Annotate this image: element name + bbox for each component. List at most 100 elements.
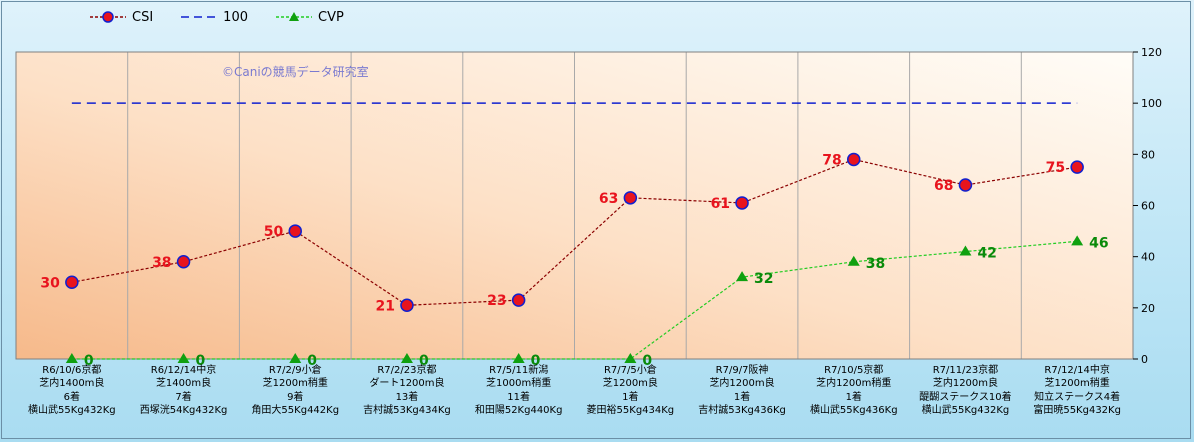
csi-data-label: 78	[822, 152, 841, 168]
cvp-point	[1071, 235, 1084, 246]
csi-point	[176, 255, 191, 269]
x-tick-label-line: 横山武55Kg436Kg	[809, 405, 898, 417]
cvp-data-label: 32	[754, 271, 773, 287]
x-tick-label: R6/10/6京都 芝内1400m良 6着横山武55Kg432Kg	[16, 364, 128, 418]
x-tick-label: R7/2/9小倉 芝1200m稍重 9着 角田大55Kg442Kg	[239, 364, 351, 418]
x-tick-label-line: 13着	[395, 391, 419, 403]
legend-csi-label: CSI	[132, 9, 154, 25]
csi-data-label: 50	[264, 224, 284, 240]
x-tick-label-line: R7/11/23京都	[932, 365, 999, 376]
legend-cvp-swatch	[276, 12, 312, 21]
csi-data-label: 63	[599, 191, 618, 207]
legend: CSI 100 CVP	[88, 6, 370, 28]
x-tick-label-line: 角田大55Kg442Kg	[251, 405, 340, 417]
x-tick-label-line: R7/2/9小倉	[268, 365, 322, 376]
cvp-point	[624, 353, 637, 363]
legend-csi-swatch	[90, 11, 126, 23]
x-tick-label-line: 西塚洸54Kg432Kg	[139, 405, 228, 417]
csi-point	[735, 196, 749, 210]
x-tick-label-line: 芝内1200m稍重	[816, 378, 892, 390]
cvp-point	[400, 353, 413, 363]
x-tick-label-line: 11着	[507, 391, 530, 403]
cvp-data-label: 0	[196, 353, 206, 369]
x-tick-label-line: R7/10/5京都	[824, 365, 884, 376]
csi-point	[288, 224, 302, 238]
csi-data-label: 68	[934, 178, 953, 194]
x-tick-label: R7/11/23京都 芝内1200m良 醍醐ステークス10着 横山武55Kg432Kg	[909, 364, 1021, 418]
cvp-point	[177, 353, 190, 363]
y-tick-label: 80	[1141, 148, 1155, 161]
x-tick-label-line: 1着	[845, 391, 862, 403]
x-tick-label-line: 芝1200m稍重	[1044, 378, 1110, 390]
x-tick-label-line: 吉村誠53Kg436Kg	[698, 405, 786, 417]
x-tick-label-line: 菱田裕55Kg434Kg	[586, 405, 675, 417]
csi-point	[1070, 160, 1084, 174]
watermark-text: ©Caniの競馬データ研究室	[222, 64, 369, 79]
x-tick-label: R6/12/14中京 芝1400m良 7着 西塚洸54Kg432Kg	[128, 364, 240, 418]
x-tick-label-line: 富田暁55Kg432Kg	[1033, 405, 1121, 417]
legend-100-label: 100	[223, 9, 248, 25]
y-tick-label: 120	[1141, 46, 1162, 59]
x-tick-label-line: R7/12/14中京	[1044, 365, 1110, 376]
x-tick-label-line: 芝内1200m良	[709, 378, 775, 390]
x-tick-label-line: 和田陽52Kg440Kg	[474, 405, 563, 417]
x-tick-label-line: 芝1000m稍重	[486, 378, 552, 390]
cvp-data-label: 0	[642, 353, 652, 369]
cvp-point	[847, 255, 860, 266]
csi-data-label: 38	[152, 255, 171, 271]
csi-point	[623, 191, 638, 205]
y-tick-label: 0	[1141, 353, 1148, 366]
csi-point	[958, 178, 973, 192]
legend-item-100: 100	[179, 10, 248, 25]
cvp-series-line	[71, 240, 1078, 360]
csi-data-label: 61	[711, 196, 730, 212]
y-tick-label: 40	[1141, 251, 1155, 264]
legend-cvp-label: CVP	[318, 9, 344, 25]
cvp-point	[289, 353, 302, 363]
cvp-data-label: 0	[419, 353, 429, 369]
cvp-point	[65, 353, 78, 363]
cvp-data-label: 0	[84, 353, 94, 369]
x-tick-label: R7/5/11新潟 芝1000m稍重 11着和田陽52Kg440Kg	[463, 364, 575, 418]
cvp-data-label: 38	[866, 256, 885, 272]
x-tick-label-line: 1着	[622, 391, 639, 403]
csi-point	[65, 275, 79, 289]
x-tick-label-line: 横山武55Kg432Kg	[921, 405, 1010, 417]
x-tick-label-line: 芝内1400m良	[39, 378, 105, 390]
csi-point	[511, 293, 526, 307]
x-tick-label-line: R7/9/7阪神	[715, 365, 769, 376]
cvp-point	[736, 271, 749, 282]
x-tick-label-line: R6/10/6京都	[42, 365, 102, 376]
cvp-data-label: 42	[977, 246, 996, 262]
x-tick-label-line: ダート1200m良	[369, 378, 445, 390]
csi-point	[847, 152, 861, 167]
csi-data-label: 21	[375, 298, 394, 314]
csi-data-label: 23	[487, 293, 506, 309]
x-tick-label-line: 6着	[63, 391, 81, 403]
legend-item-csi: CSI	[88, 10, 153, 25]
x-tick-label-line: 1着	[733, 391, 751, 403]
y-tick-label: 20	[1141, 302, 1155, 315]
x-tick-label: R7/10/5京都 芝内1200m稍重 1着横山武55Kg436Kg	[798, 364, 910, 418]
x-tick-label: R7/7/5小倉 芝1200m良 1着 菱田裕55Kg434Kg	[574, 364, 686, 418]
x-tick-label-line: R7/5/11新潟	[489, 365, 549, 376]
x-tick-label: R7/9/7阪神 芝内1200m良 1着吉村誠53Kg436Kg	[686, 364, 798, 418]
csi-series-line	[71, 158, 1078, 306]
cvp-data-label: 0	[307, 353, 317, 369]
x-tick-label-line: R7/2/23京都	[377, 365, 437, 376]
x-tick-label-line: 芝1200m良	[602, 378, 658, 390]
cvp-data-label: 0	[531, 353, 541, 369]
x-tick-label-line: 芝1400m良	[155, 378, 212, 390]
x-tick-label-line: 横山武55Kg432Kg	[28, 405, 116, 417]
x-tick-label-line: 醍醐ステークス10着	[919, 391, 1012, 403]
x-tick-label-line: 芝内1200m良	[932, 378, 999, 390]
cvp-point	[512, 353, 525, 363]
x-tick-label-line: 9着	[287, 391, 304, 403]
csi-data-label: 30	[40, 275, 60, 291]
csi-data-label: 75	[1046, 160, 1065, 176]
x-tick-label: R7/2/23京都 ダート1200m良 13着吉村誠53Kg434Kg	[351, 364, 463, 418]
y-tick-label: 100	[1141, 97, 1162, 110]
x-tick-label-line: 吉村誠53Kg434Kg	[363, 405, 451, 417]
legend-100-swatch	[181, 16, 218, 18]
